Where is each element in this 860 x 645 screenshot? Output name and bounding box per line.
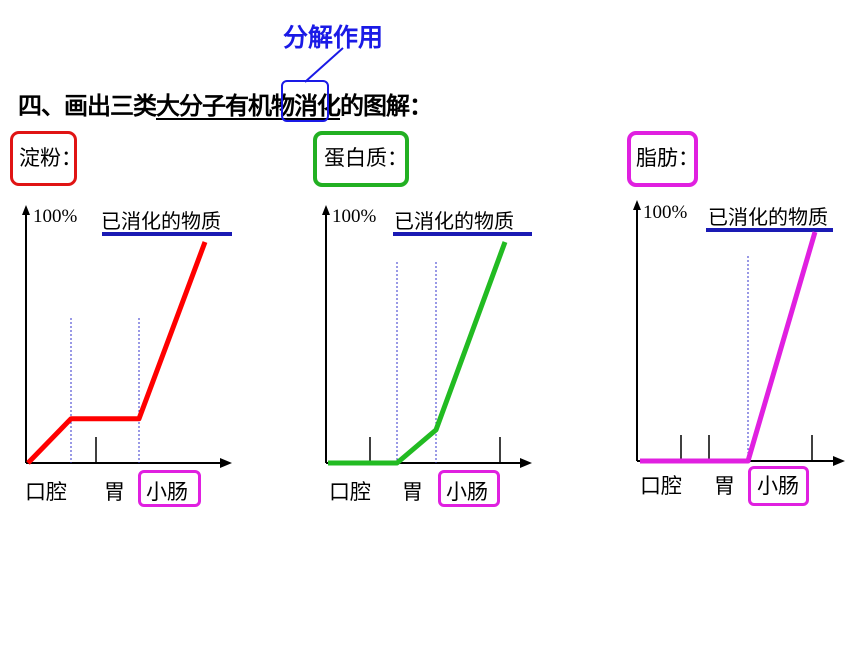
- segment-stomach: 胃: [714, 474, 735, 498]
- segment-small-intestine: 小肠: [146, 480, 188, 504]
- label-box: [10, 131, 77, 186]
- y-axis-arrow: [322, 205, 330, 215]
- y-axis-label: 100%: [33, 206, 78, 227]
- segment-stomach: 胃: [104, 480, 125, 504]
- y-axis-arrow: [633, 200, 641, 210]
- y-axis-label: 100%: [332, 206, 377, 227]
- label-box: [627, 131, 698, 187]
- y-axis-arrow: [22, 205, 30, 215]
- segment-mouth: 口腔: [25, 480, 67, 504]
- panel-label: 蛋白质：: [324, 146, 408, 170]
- annotation-text: 分解作用: [283, 23, 384, 52]
- panel-label: 淀粉：: [19, 146, 82, 170]
- segment-mouth: 口腔: [640, 474, 682, 498]
- segment-small-intestine: 小肠: [446, 480, 488, 504]
- x-axis-arrow: [833, 456, 845, 466]
- digestion-curve: [328, 241, 508, 466]
- heading-suffix: 的图解：: [340, 92, 433, 120]
- heading: 四、画出三类大分子有机物消化的图解：: [18, 86, 433, 121]
- heading-underlined: 大分子有机物: [156, 92, 295, 120]
- y-axis-label: 100%: [643, 202, 688, 223]
- digestion-curve: [640, 231, 818, 464]
- legend-text: 已消化的物质: [101, 209, 221, 233]
- label-box: [313, 131, 409, 187]
- panel-label: 脂肪：: [636, 146, 699, 170]
- x-axis-arrow: [220, 458, 232, 468]
- highlight-box: [281, 80, 329, 122]
- digestion-curve: [26, 241, 208, 465]
- heading-prefix: 四、画出三类: [18, 92, 157, 120]
- legend-text: 已消化的物质: [394, 209, 514, 233]
- legend-text: 已消化的物质: [708, 205, 828, 229]
- small-intestine-box: [138, 470, 201, 507]
- segment-small-intestine: 小肠: [757, 474, 799, 498]
- small-intestine-box: [748, 466, 809, 506]
- small-intestine-box: [438, 470, 500, 507]
- x-axis-arrow: [520, 458, 532, 468]
- heading-highlight: 消化: [294, 92, 341, 120]
- segment-stomach: 胃: [402, 480, 423, 504]
- segment-mouth: 口腔: [329, 480, 371, 504]
